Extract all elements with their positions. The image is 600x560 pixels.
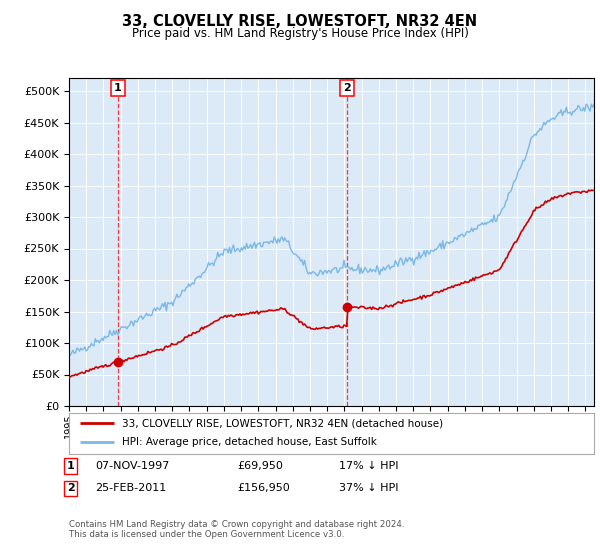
Text: HPI: Average price, detached house, East Suffolk: HPI: Average price, detached house, East… <box>121 437 376 447</box>
Text: £69,950: £69,950 <box>237 461 283 471</box>
Text: 2: 2 <box>67 483 74 493</box>
Text: 25-FEB-2011: 25-FEB-2011 <box>95 483 166 493</box>
Text: Price paid vs. HM Land Registry's House Price Index (HPI): Price paid vs. HM Land Registry's House … <box>131 27 469 40</box>
Text: 07-NOV-1997: 07-NOV-1997 <box>95 461 169 471</box>
Text: 1: 1 <box>67 461 74 471</box>
Text: 33, CLOVELLY RISE, LOWESTOFT, NR32 4EN: 33, CLOVELLY RISE, LOWESTOFT, NR32 4EN <box>122 14 478 29</box>
Text: Contains HM Land Registry data © Crown copyright and database right 2024.
This d: Contains HM Land Registry data © Crown c… <box>69 520 404 539</box>
Text: £156,950: £156,950 <box>237 483 290 493</box>
Text: 1: 1 <box>114 83 122 93</box>
Text: 17% ↓ HPI: 17% ↓ HPI <box>339 461 398 471</box>
Text: 37% ↓ HPI: 37% ↓ HPI <box>339 483 398 493</box>
Text: 2: 2 <box>343 83 350 93</box>
Text: 33, CLOVELLY RISE, LOWESTOFT, NR32 4EN (detached house): 33, CLOVELLY RISE, LOWESTOFT, NR32 4EN (… <box>121 418 443 428</box>
